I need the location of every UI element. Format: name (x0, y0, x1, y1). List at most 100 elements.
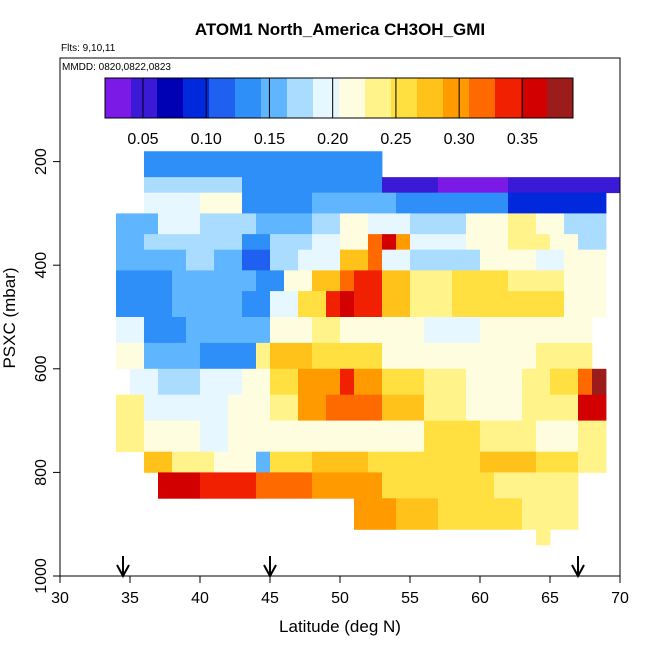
colorbar-swatch (313, 78, 340, 118)
heatmap-cells (116, 151, 621, 546)
heatmap-cell (326, 394, 355, 421)
colorbar-swatch (469, 78, 496, 118)
colorbar-swatch (287, 78, 314, 118)
heatmap-cell (466, 394, 523, 421)
heatmap-cell (256, 270, 285, 292)
heatmap-cell (242, 177, 383, 194)
dates-label: MMDD: 0820,0822,0823 (62, 62, 171, 73)
colorbar-swatch (391, 78, 418, 118)
heatmap-cell (550, 368, 579, 396)
heatmap-cell (144, 317, 187, 344)
heatmap-cell (242, 234, 271, 251)
colorbar-swatch (157, 78, 184, 118)
heatmap-cell (312, 317, 341, 344)
heatmap-cell (438, 498, 481, 530)
x-tick-label: 65 (541, 590, 559, 607)
heatmap-cell (270, 451, 313, 473)
heatmap-cell (494, 472, 579, 499)
heatmap-cell (116, 213, 159, 235)
heatmap-cell (144, 177, 243, 194)
colorbar-swatch (261, 78, 288, 118)
colorbar-swatch (417, 78, 444, 118)
heatmap-cell (130, 368, 159, 396)
x-tick-label: 70 (611, 590, 629, 607)
colorbar: 0.05 0.10 0.15 0.20 0.25 0.30 0.35 (104, 77, 574, 148)
heatmap-cell (508, 177, 621, 194)
heatmap-cell (466, 213, 509, 235)
heatmap-cell (172, 270, 257, 292)
heatmap-cell (564, 291, 607, 318)
heatmap-cell (424, 368, 467, 396)
heatmap-cell (382, 177, 439, 194)
heatmap-cell (116, 394, 145, 421)
heatmap-cell (578, 234, 607, 251)
y-tick-label: 600 (33, 355, 50, 382)
colorbar-swatch (547, 78, 574, 118)
heatmap-cell (536, 451, 579, 473)
heatmap-cell (382, 342, 425, 370)
colorbar-frame (104, 77, 574, 119)
heatmap-cell (312, 451, 369, 473)
latitude-arrow (116, 556, 130, 579)
heatmap-cell (480, 342, 537, 370)
y-tick-label: 1000 (33, 558, 50, 594)
heatmap-cell (312, 270, 341, 292)
heatmap-cell (424, 342, 481, 370)
heatmap-cell (200, 368, 243, 396)
heatmap-cell (116, 420, 145, 453)
colorbar-tick-label: 0.20 (317, 131, 348, 148)
colorbar-swatch (105, 78, 132, 118)
heatmap-cell (256, 451, 271, 473)
heatmap-cell (508, 213, 537, 235)
x-axis: 30 35 40 45 50 55 60 65 70 (51, 576, 629, 607)
heatmap-cell (312, 342, 341, 370)
heatmap-cell (158, 213, 201, 235)
heatmap-cell (312, 472, 383, 499)
heatmap-cell (158, 368, 201, 396)
colorbar-swatch (495, 78, 522, 118)
heatmap-cell (550, 234, 579, 251)
heatmap-cell (438, 472, 495, 499)
heatmap-cell (480, 498, 523, 530)
chart-title: ATOM1 North_America CH3OH_GMI (195, 20, 485, 39)
heatmap-cell (144, 151, 383, 178)
latitude-arrows (116, 556, 585, 579)
heatmap-cell (424, 451, 481, 473)
heatmap-cell (256, 342, 271, 370)
heatmap-cell (298, 249, 341, 271)
heatmap-cell (172, 451, 215, 473)
heatmap-cell (186, 317, 229, 344)
colorbar-tick-label: 0.05 (127, 131, 158, 148)
heatmap-cell (144, 394, 201, 421)
heatmap-cell (368, 317, 425, 344)
heatmap-cell (592, 394, 607, 421)
heatmap-cell (256, 213, 313, 235)
heatmap-cell (508, 291, 565, 318)
heatmap-cell (116, 291, 173, 318)
heatmap-cell (214, 451, 257, 473)
heatmap-cell (480, 317, 537, 344)
heatmap-cell (326, 291, 341, 318)
y-axis-label: PSXC (mbar) (0, 267, 19, 368)
heatmap-cell (116, 317, 145, 344)
heatmap-cell (144, 234, 243, 251)
heatmap-cell (116, 249, 187, 271)
heatmap-cell (522, 394, 579, 421)
heatmap-cell (466, 368, 523, 396)
heatmap-cell (298, 394, 327, 421)
heatmap-cell (340, 317, 369, 344)
colorbar-swatch (235, 78, 262, 118)
x-tick-label: 55 (401, 590, 419, 607)
heatmap-cell (368, 234, 383, 251)
heatmap-cell (340, 291, 355, 318)
colorbar-swatch (183, 78, 210, 118)
heatmap-cell (480, 420, 537, 453)
heatmap-cell (312, 234, 341, 251)
heatmap-cell (382, 249, 411, 271)
heatmap-cell (578, 368, 593, 396)
heatmap-cell (116, 270, 173, 292)
x-tick-label: 40 (191, 590, 209, 607)
heatmap-cell (410, 270, 453, 292)
heatmap-cell (354, 270, 383, 292)
